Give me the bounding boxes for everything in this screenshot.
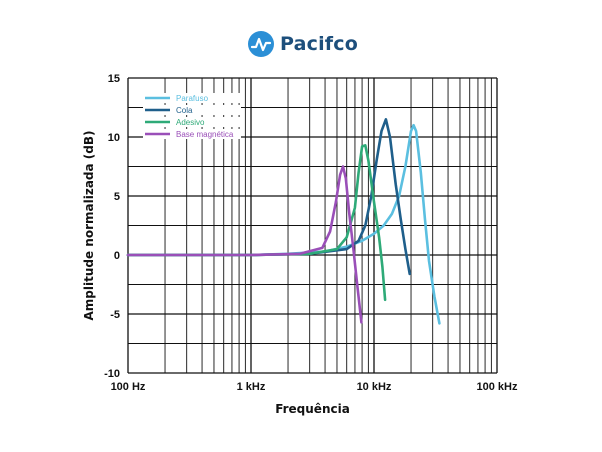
- waveform-logo-icon: [248, 31, 274, 57]
- y-tick-label: 15: [108, 73, 120, 85]
- x-tick-label: 10 kHz: [357, 381, 392, 393]
- legend-label: Cola: [176, 106, 193, 115]
- legend-bg: [143, 105, 241, 115]
- legend-bg: [143, 117, 241, 127]
- y-tick-label: 5: [114, 191, 120, 203]
- x-tick-label: 100 kHz: [477, 381, 518, 393]
- y-tick-label: 0: [114, 250, 120, 262]
- y-tick-label: -10: [104, 368, 120, 380]
- series-line: [126, 144, 387, 302]
- y-axis-title: Amplitude normalizada (dB): [82, 131, 96, 321]
- brand-logo: Pacifco: [248, 30, 358, 58]
- series-line: [126, 165, 363, 324]
- brand-name: Pacifco: [280, 33, 358, 55]
- y-tick-label: -5: [110, 309, 120, 321]
- x-axis-title: Frequência: [275, 402, 350, 416]
- legend-bg: [143, 129, 241, 139]
- legend-label: Adesivo: [176, 118, 205, 127]
- x-tick-label: 1 kHz: [237, 381, 266, 393]
- legend-label: Parafuso: [176, 94, 209, 103]
- y-tick-label: 10: [108, 132, 120, 144]
- legend-label: Base magnética: [176, 130, 234, 139]
- x-tick-label: 100 Hz: [111, 381, 146, 393]
- legend-bg: [143, 93, 241, 103]
